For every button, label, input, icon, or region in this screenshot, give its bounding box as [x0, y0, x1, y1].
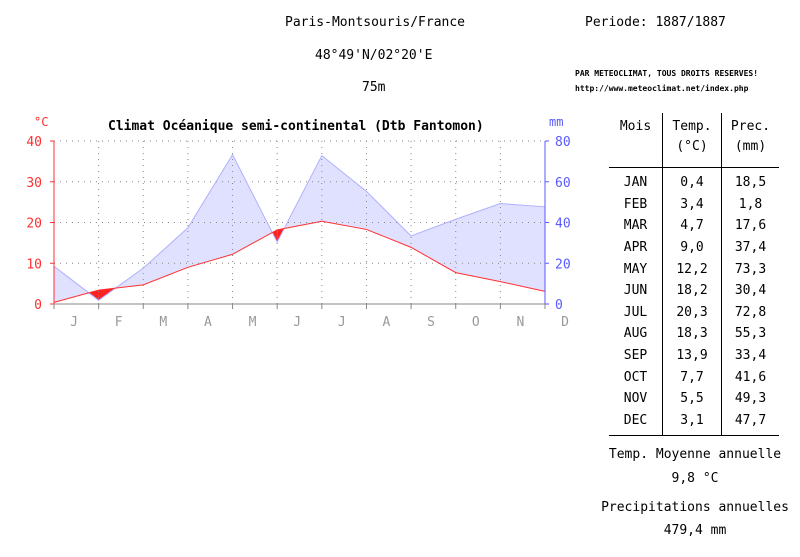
month-cell: NOV	[609, 387, 663, 410]
prec-cell: 73,3	[734, 261, 767, 277]
y-right-tick-label: 40	[555, 217, 571, 232]
temp-cell: 20,3	[662, 301, 722, 324]
temp-cell: 18,2	[662, 279, 722, 302]
month-cell: AUG	[609, 323, 663, 345]
temp-cell: 4,7	[662, 215, 722, 237]
table-row: APR 9,0 37,4	[609, 236, 779, 259]
header-prec-label: Prec.	[730, 119, 771, 134]
month-cell: JAN	[609, 167, 663, 194]
x-tick-label: J	[70, 315, 78, 330]
prec-cell: 72,8	[734, 304, 767, 320]
dry-period-area	[88, 290, 99, 301]
table-row: AUG 18,3 55,3	[609, 323, 779, 345]
month-cell: MAY	[609, 258, 663, 280]
header-temp-unit: (°C)	[676, 139, 708, 154]
y-left-tick-label: 10	[26, 257, 42, 272]
annual-temp-label: Temp. Moyenne annuelle	[608, 447, 782, 462]
prec-cell: 55,3	[734, 326, 767, 342]
prec-cell: 1,8	[738, 196, 763, 212]
header-month: Mois	[609, 113, 663, 168]
prec-cell: 17,6	[734, 218, 767, 234]
header-prec-unit: (mm)	[734, 139, 767, 154]
month-cell: OCT	[609, 366, 663, 388]
x-tick-label: J	[338, 315, 346, 330]
temp-cell: 9,0	[662, 236, 722, 259]
y-left-unit-label: °C	[34, 115, 48, 129]
table-row: NOV 5,5 49,3	[609, 387, 779, 410]
table-row: OCT 7,7 41,6	[609, 366, 779, 388]
prec-cell: 33,4	[734, 348, 767, 364]
annual-prec-value: 479,4 mm	[663, 523, 727, 538]
climate-table: Mois Temp. (°C) Prec. (mm) JAN 0,4 18,5 FEB 3,…	[609, 113, 779, 436]
month-cell: FEB	[609, 193, 663, 216]
table-row: FEB 3,4 1,8	[609, 193, 779, 216]
precipitation-area	[54, 154, 545, 303]
x-tick-label: M	[249, 315, 257, 330]
table-row: SEP 13,9 33,4	[609, 344, 779, 367]
month-cell: JUL	[609, 301, 663, 324]
credit-text: PAR METEOCLIMAT, TOUS DROITS RESERVES!	[575, 69, 759, 78]
temp-cell: 5,5	[662, 387, 722, 410]
header-temp: Temp. (°C)	[662, 113, 722, 168]
month-cell: APR	[609, 236, 663, 259]
prec-cell: 30,4	[734, 283, 767, 299]
period-label: Periode: 1887/1887	[585, 15, 726, 30]
table-row: JAN 0,4 18,5	[609, 167, 779, 194]
month-cell: MAR	[609, 215, 663, 237]
temp-cell: 0,4	[662, 167, 722, 194]
x-tick-label: N	[516, 315, 524, 330]
table-row: JUN 18,2 30,4	[609, 279, 779, 302]
x-tick-label: M	[159, 315, 167, 330]
x-tick-label: A	[204, 315, 212, 330]
month-cell: SEP	[609, 344, 663, 367]
y-right-unit-label: mm	[549, 115, 563, 129]
table-row: MAR 4,7 17,6	[609, 215, 779, 237]
prec-cell: 41,6	[734, 369, 767, 385]
temp-cell: 12,2	[662, 258, 722, 280]
x-tick-label: A	[383, 315, 391, 330]
station-name: Paris-Montsouris/France	[285, 15, 466, 30]
y-right-tick-label: 20	[555, 257, 571, 272]
chart-title: Climat Océanique semi-continental (Dtb F…	[108, 119, 484, 134]
x-tick-label: D	[561, 315, 569, 330]
credit-url: http://www.meteoclimat.net/index.php	[575, 84, 749, 93]
y-left-tick-label: 20	[26, 217, 42, 232]
y-left-tick-label: 0	[34, 298, 42, 313]
precipitation-line	[53, 153, 546, 301]
prec-cell: 47,7	[734, 412, 767, 428]
altitude: 75m	[362, 80, 386, 95]
x-tick-label: O	[472, 315, 480, 330]
annual-temp-value: 9,8 °C	[671, 471, 719, 486]
y-right-tick-label: 0	[555, 298, 563, 313]
temp-cell: 3,1	[662, 409, 722, 436]
header-temp-label: Temp.	[672, 119, 712, 134]
x-tick-label: F	[115, 315, 123, 330]
header-month-label: Mois	[619, 119, 652, 134]
prec-cell: 37,4	[734, 240, 767, 256]
annual-prec-label: Precipitations annuelles	[601, 500, 789, 515]
y-left-tick-label: 30	[26, 176, 42, 191]
coordinates: 48°49'N/02°20'E	[315, 48, 433, 63]
temp-cell: 13,9	[662, 344, 722, 367]
temp-cell: 18,3	[662, 323, 722, 345]
temp-cell: 3,4	[662, 193, 722, 216]
x-tick-label: J	[293, 315, 301, 330]
temperature-line	[53, 220, 546, 303]
y-right-tick-label: 60	[555, 176, 571, 191]
table-row: JUL 20,3 72,8	[609, 301, 779, 324]
temp-cell: 7,7	[662, 366, 722, 388]
x-tick-label: S	[427, 315, 435, 330]
table-row: MAY 12,2 73,3	[609, 258, 779, 280]
month-cell: DEC	[609, 409, 663, 436]
table-row: DEC 3,1 47,7	[609, 409, 779, 436]
month-cell: JUN	[609, 279, 663, 302]
header-prec: Prec. (mm)	[721, 113, 779, 168]
y-left-tick-label: 40	[26, 135, 42, 150]
y-right-tick-label: 80	[555, 135, 571, 150]
prec-cell: 49,3	[734, 391, 767, 407]
prec-cell: 18,5	[734, 175, 767, 191]
